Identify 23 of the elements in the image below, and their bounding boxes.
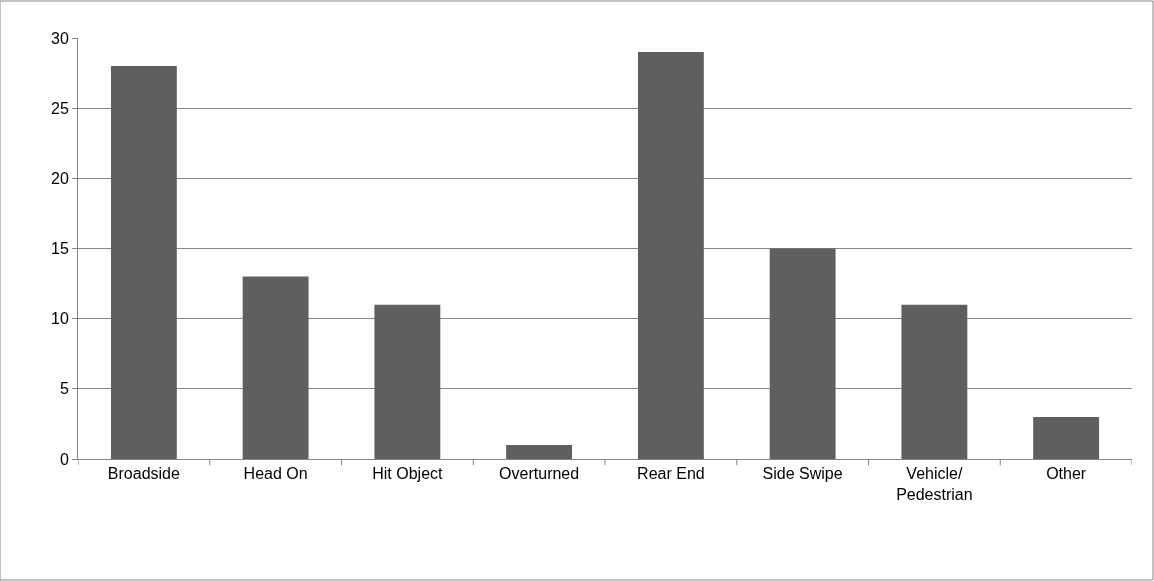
bar [637,52,704,459]
bar [374,304,441,459]
x-tick-label: Side Swipe [762,465,843,483]
y-tick-label: 15 [51,240,69,258]
x-tick-label: Broadside [107,465,181,483]
x-tick-label: Rear End [637,465,705,483]
bar [242,276,309,459]
y-tick-label: 0 [59,450,69,468]
y-tick-label: 20 [51,169,69,187]
y-tick-label: 25 [51,99,69,117]
x-tick-label: Other [1046,465,1087,483]
bar [1033,416,1100,459]
bar [769,248,836,459]
y-tick-label: 5 [59,380,69,398]
x-tick-label: Vehicle/ Pedestrian [896,465,973,503]
x-tick-label: Hit Object [372,465,444,483]
x-tick-label: Overturned [499,465,580,483]
y-tick-label: 10 [51,310,69,328]
y-tick-label: 30 [51,29,69,47]
bar [506,444,573,459]
bar [901,304,968,459]
x-tick-label: Head On [243,465,308,483]
bar [110,66,177,459]
